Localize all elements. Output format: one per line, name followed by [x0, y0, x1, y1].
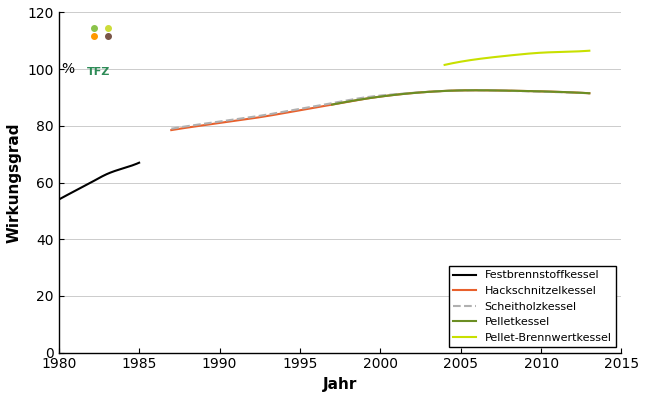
- X-axis label: Jahr: Jahr: [323, 377, 357, 392]
- Text: %: %: [61, 62, 75, 76]
- Text: TFZ: TFZ: [87, 67, 110, 77]
- Legend: Festbrennstoffkessel, Hackschnitzelkessel, Scheitholzkessel, Pelletkessel, Pelle: Festbrennstoffkessel, Hackschnitzelkesse…: [449, 266, 616, 347]
- Y-axis label: Wirkungsgrad: Wirkungsgrad: [7, 122, 22, 243]
